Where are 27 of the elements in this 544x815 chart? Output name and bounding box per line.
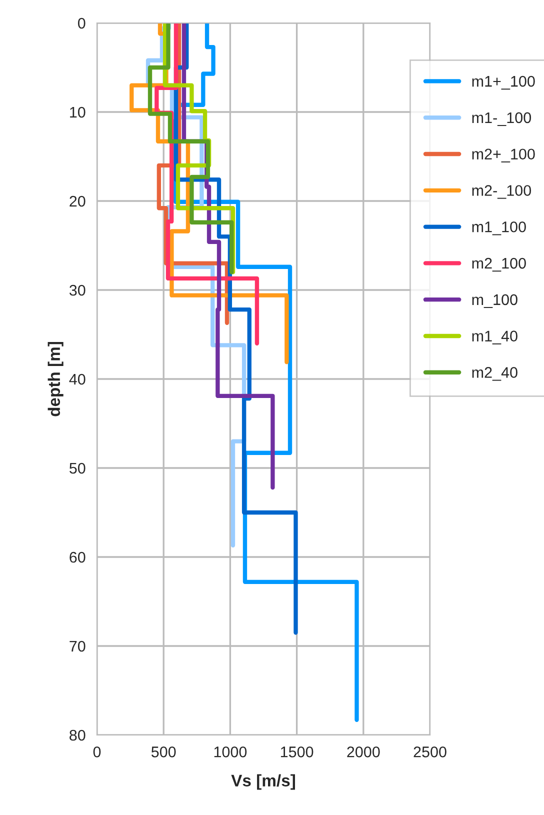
x-axis-title: Vs [m/s] — [231, 774, 295, 790]
y-tick-label: 20 — [70, 196, 86, 207]
legend-label: m1-_100 — [472, 112, 532, 126]
line-series — [148, 23, 234, 274]
x-tick-label: 0 — [93, 746, 101, 758]
y-tick-label: 40 — [69, 374, 86, 385]
legend-label: m2-_100 — [472, 185, 532, 199]
y-tick-label: 0 — [78, 18, 86, 29]
legend-label: m2+_100 — [472, 148, 535, 162]
y-tick-label: 10 — [70, 106, 86, 118]
x-tick-label: 1500 — [280, 746, 314, 758]
legend-label: m2_40 — [472, 367, 518, 381]
legend-label: m_100 — [472, 294, 518, 308]
x-tick-label: 1000 — [214, 746, 247, 758]
legend-label: m1_100 — [472, 221, 526, 236]
legend-label: m1+_100 — [472, 76, 535, 90]
y-tick-label: 60 — [70, 552, 86, 563]
y-tick-label: 50 — [70, 462, 86, 474]
x-tick-label: 2500 — [414, 746, 446, 758]
y-tick-label: 30 — [69, 284, 86, 296]
x-tick-label: 500 — [151, 746, 176, 758]
legend-label: m2_100 — [472, 258, 526, 272]
y-axis-title: depth [m] — [48, 342, 64, 416]
y-tick-label: 80 — [70, 730, 86, 741]
x-tick-label: 2000 — [347, 746, 380, 758]
y-tick-label: 70 — [70, 640, 86, 652]
legend-label: m1_40 — [472, 330, 518, 344]
